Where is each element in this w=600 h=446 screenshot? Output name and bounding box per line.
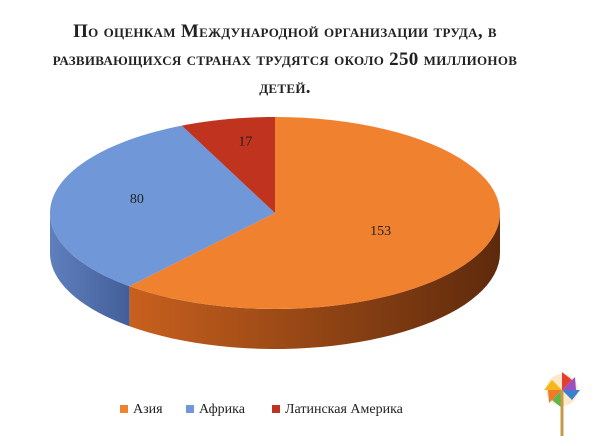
data-label: 153: [370, 224, 391, 239]
slice: [50, 125, 276, 287]
chart-title: По оценкам Международной организации тру…: [52, 21, 518, 98]
legend-swatch: [120, 405, 128, 413]
legend-swatch: [186, 405, 194, 413]
data-label: 80: [130, 192, 144, 207]
slice-side: [129, 213, 500, 349]
legend-swatch: [272, 405, 280, 413]
data-label: 17: [238, 134, 252, 149]
slice-side: [50, 213, 130, 327]
legend-label: Африка: [199, 402, 246, 417]
slice: [129, 117, 500, 309]
legend-label: Азия: [133, 402, 163, 417]
legend-label: Латинская Америка: [285, 402, 404, 417]
pinwheel-icon: [544, 372, 580, 436]
slice: [181, 117, 275, 213]
